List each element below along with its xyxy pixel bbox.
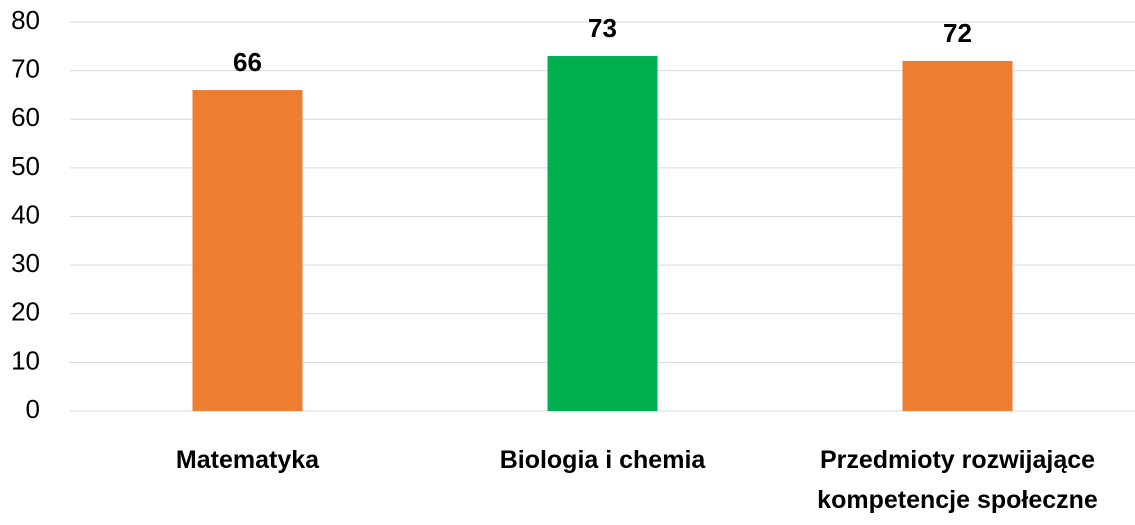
bar <box>902 60 1013 412</box>
y-tick-label: 10 <box>11 345 40 375</box>
y-tick-label: 80 <box>11 5 40 35</box>
x-tick-label: Matematyka <box>175 446 320 474</box>
value-label: 72 <box>943 18 972 48</box>
x-tick-label: Przedmioty rozwijające kompetencje społe… <box>817 446 1098 514</box>
y-tick-label: 40 <box>11 199 40 229</box>
y-tick-label: 30 <box>11 248 40 278</box>
value-label: 73 <box>588 13 617 43</box>
y-tick-label: 0 <box>26 394 40 424</box>
value-label: 66 <box>233 47 262 77</box>
x-tick-label: Biologia i chemia <box>499 446 706 474</box>
y-tick-label: 60 <box>11 102 40 132</box>
y-tick-label: 70 <box>11 54 40 84</box>
y-tick-label: 20 <box>11 297 40 327</box>
y-tick-label: 50 <box>11 151 40 181</box>
bar <box>192 90 303 411</box>
bar <box>547 56 658 411</box>
